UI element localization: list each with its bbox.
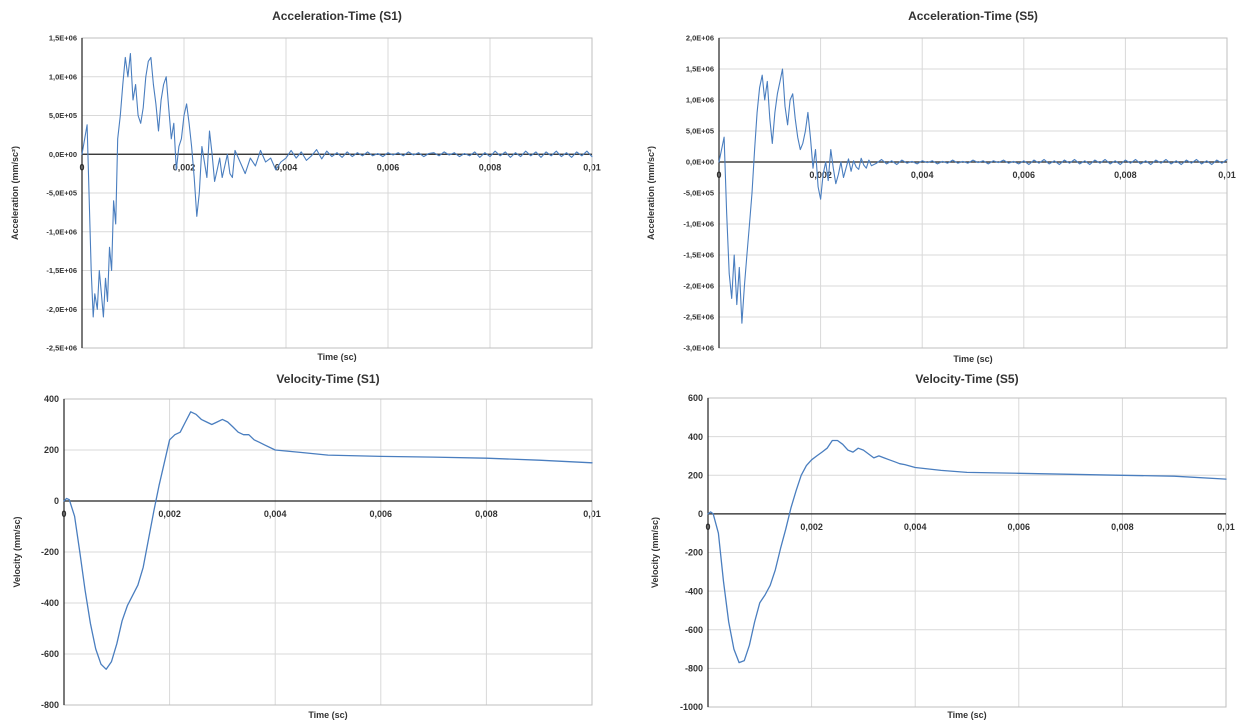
- y-axis-title: Velocity (mm/sc): [12, 516, 22, 587]
- x-tick-label: 0,002: [173, 162, 196, 172]
- y-tick-label: -400: [41, 598, 59, 608]
- y-axis-title: Velocity (mm/sc): [650, 517, 660, 588]
- y-tick-label: 200: [688, 470, 703, 480]
- y-tick-label: -800: [685, 664, 703, 674]
- chart-title: Acceleration-Time (S1): [272, 9, 402, 23]
- y-tick-label: 1,5E+06: [686, 65, 714, 74]
- y-tick-label: -2,0E+06: [683, 282, 714, 291]
- y-tick-label: -2,5E+06: [46, 344, 77, 353]
- y-tick-label: -200: [41, 547, 59, 557]
- y-tick-label: -400: [685, 586, 703, 596]
- y-tick-label: -3,0E+06: [683, 344, 714, 353]
- y-tick-label: -1,5E+06: [683, 251, 714, 260]
- x-tick-label: 0,004: [904, 522, 927, 532]
- velocity-s1-chart: Velocity-Time (S1) 400 200 0 -200 -400 -600 -80…: [12, 372, 601, 720]
- x-tick-label: 0,006: [377, 162, 400, 172]
- chart-panel-acceleration-s1: Acceleration-Time (S1) 1,5E+06 1,0E+06 5,0E…: [0, 0, 601, 365]
- x-tick-label: 0,002: [800, 522, 823, 532]
- series-line: [63, 411, 593, 670]
- chart-title: Velocity-Time (S1): [276, 372, 379, 386]
- y-tick-label: -1000: [680, 702, 703, 712]
- series-line: [707, 439, 1227, 664]
- y-tick-label: -600: [685, 625, 703, 635]
- y-tick-label: -5,0E+05: [46, 189, 77, 198]
- y-tick-label: -1,0E+06: [683, 220, 714, 229]
- velocity-s5-chart: Velocity-Time (S5) 600 400 200 0 -200 -400 -600…: [650, 372, 1235, 720]
- y-tick-label: 2,0E+06: [686, 34, 714, 43]
- y-tick-label: 1,0E+06: [686, 96, 714, 105]
- x-tick-label: 0,006: [1013, 170, 1036, 180]
- x-tick-label: 0,006: [1008, 522, 1031, 532]
- y-tick-label: 0,0E+00: [686, 158, 714, 167]
- y-tick-label: -1,0E+06: [46, 227, 77, 236]
- y-axis-title: Acceleration (mm/sc²): [10, 146, 20, 240]
- x-tick-label: 0,008: [479, 162, 502, 172]
- x-tick-label: 0,006: [370, 509, 393, 519]
- acceleration-s1-chart: Acceleration-Time (S1) 1,5E+06 1,0E+06 5,0E…: [10, 9, 601, 362]
- chart-title: Acceleration-Time (S5): [908, 9, 1038, 23]
- y-tick-label: 0: [698, 509, 703, 519]
- y-tick-label: -800: [41, 700, 59, 710]
- chart-panel-velocity-s5: Velocity-Time (S5) 600 400 200 0 -200 -400 -600…: [636, 368, 1246, 723]
- x-tick-label: 0,008: [475, 509, 498, 519]
- chart-panel-velocity-s1: Velocity-Time (S1) 400 200 0 -200 -400 -600 -80…: [0, 368, 601, 723]
- y-tick-label: -5,0E+05: [683, 189, 714, 198]
- x-axis-title: Time (sc): [308, 710, 347, 720]
- x-axis-title: Time (sc): [947, 710, 986, 720]
- y-tick-label: -1,5E+06: [46, 266, 77, 275]
- y-tick-label: -600: [41, 649, 59, 659]
- x-tick-label: 0,002: [809, 170, 832, 180]
- x-tick-label: 0,004: [264, 509, 287, 519]
- x-axis-title: Time (sc): [953, 354, 992, 364]
- y-tick-label: -2,5E+06: [683, 313, 714, 322]
- y-tick-label: 400: [688, 432, 703, 442]
- y-tick-label: 200: [44, 445, 59, 455]
- chart-title: Velocity-Time (S5): [915, 372, 1018, 386]
- series-line: [718, 68, 1228, 324]
- y-tick-label: 0: [54, 496, 59, 506]
- x-tick-label: 0,002: [158, 509, 181, 519]
- acceleration-s5-chart: Acceleration-Time (S5) 2,0E+06 1,5E+06 1,0E…: [646, 9, 1236, 364]
- y-tick-label: 600: [688, 393, 703, 403]
- y-tick-label: 400: [44, 394, 59, 404]
- y-tick-label: -200: [685, 548, 703, 558]
- y-tick-label: 1,0E+06: [49, 72, 77, 81]
- x-tick-label: 0,004: [911, 170, 934, 180]
- x-tick-label: 0,008: [1111, 522, 1134, 532]
- y-tick-label: 5,0E+05: [49, 111, 77, 120]
- y-tick-label: -2,0E+06: [46, 305, 77, 314]
- y-tick-label: 1,5E+06: [49, 34, 77, 43]
- chart-panel-acceleration-s5: Acceleration-Time (S5) 2,0E+06 1,5E+06 1,0E…: [636, 0, 1246, 368]
- x-tick-label: 0,008: [1114, 170, 1137, 180]
- y-tick-label: 0,0E+00: [49, 150, 77, 159]
- y-axis-title: Acceleration (mm/sc²): [646, 146, 656, 240]
- x-axis-title: Time (sc): [317, 352, 356, 362]
- y-tick-label: 5,0E+05: [686, 127, 714, 136]
- x-tick-label: 0,004: [275, 162, 298, 172]
- series-line: [81, 52, 593, 318]
